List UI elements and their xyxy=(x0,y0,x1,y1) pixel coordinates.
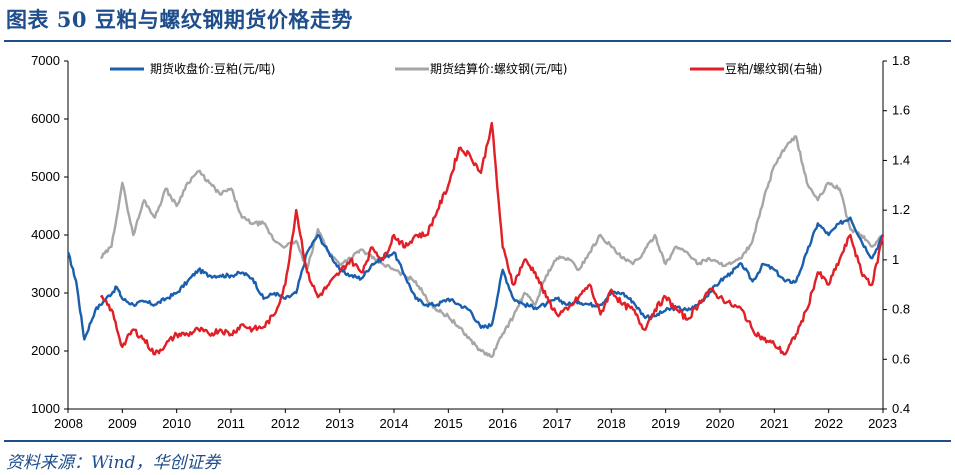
x-tick-label: 2015 xyxy=(434,416,463,431)
chart-legend: 期货收盘价:豆粕(元/吨) 期货结算价:螺纹钢(元/吨) 豆粕/螺纹钢(右轴) xyxy=(110,61,822,76)
right-tick-label: 0.4 xyxy=(892,401,910,416)
x-tick-label: 2021 xyxy=(760,416,789,431)
right-tick-label: 1.8 xyxy=(892,53,910,68)
legend-label-1: 期货结算价:螺纹钢(元/吨) xyxy=(430,61,567,76)
chart-title: 图表 50 豆粕与螺纹钢期货价格走势 xyxy=(6,7,353,32)
left-tick-label: 5000 xyxy=(31,169,60,184)
left-tick-label: 1000 xyxy=(31,401,60,416)
x-tick-label: 2023 xyxy=(868,416,897,431)
left-tick-label: 7000 xyxy=(31,53,60,68)
x-tick-label: 2014 xyxy=(380,416,409,431)
legend-label-0: 期货收盘价:豆粕(元/吨) xyxy=(150,61,275,76)
left-tick-label: 3000 xyxy=(31,285,60,300)
chart-axes: 1000 2000 3000 4000 5000 6000 7000 0.4 0.6 0.8 1 1.… xyxy=(31,53,910,431)
left-tick-label: 4000 xyxy=(31,227,60,242)
x-tick-label: 2008 xyxy=(54,416,83,431)
right-tick-label: 1 xyxy=(892,252,899,267)
x-tick-label: 2010 xyxy=(162,416,191,431)
header-rule xyxy=(4,40,951,42)
right-tick-label: 1.4 xyxy=(892,152,910,167)
series-line-2 xyxy=(99,121,885,356)
x-tick-label: 2017 xyxy=(543,416,572,431)
left-tick-label: 6000 xyxy=(31,111,60,126)
footer-rule xyxy=(4,440,951,442)
source-note: 资料来源：Wind，华创证券 xyxy=(6,453,221,473)
right-tick-label: 0.8 xyxy=(892,302,910,317)
x-tick-label: 2020 xyxy=(706,416,735,431)
x-tick-label: 2018 xyxy=(597,416,626,431)
series-line-1 xyxy=(99,135,884,358)
right-tick-label: 1.2 xyxy=(892,202,910,217)
x-tick-label: 2011 xyxy=(217,416,245,431)
x-tick-label: 2012 xyxy=(271,416,300,431)
right-tick-label: 1.6 xyxy=(892,103,910,118)
left-tick-label: 2000 xyxy=(31,343,60,358)
x-tick-label: 2009 xyxy=(108,416,137,431)
x-tick-label: 2016 xyxy=(488,416,517,431)
x-tick-label: 2019 xyxy=(651,416,680,431)
x-tick-label: 2013 xyxy=(325,416,354,431)
right-tick-label: 0.6 xyxy=(892,351,910,366)
series-line-0 xyxy=(66,216,884,341)
x-tick-label: 2022 xyxy=(814,416,843,431)
chart-series xyxy=(66,121,885,358)
legend-label-2: 豆粕/螺纹钢(右轴) xyxy=(725,61,822,76)
